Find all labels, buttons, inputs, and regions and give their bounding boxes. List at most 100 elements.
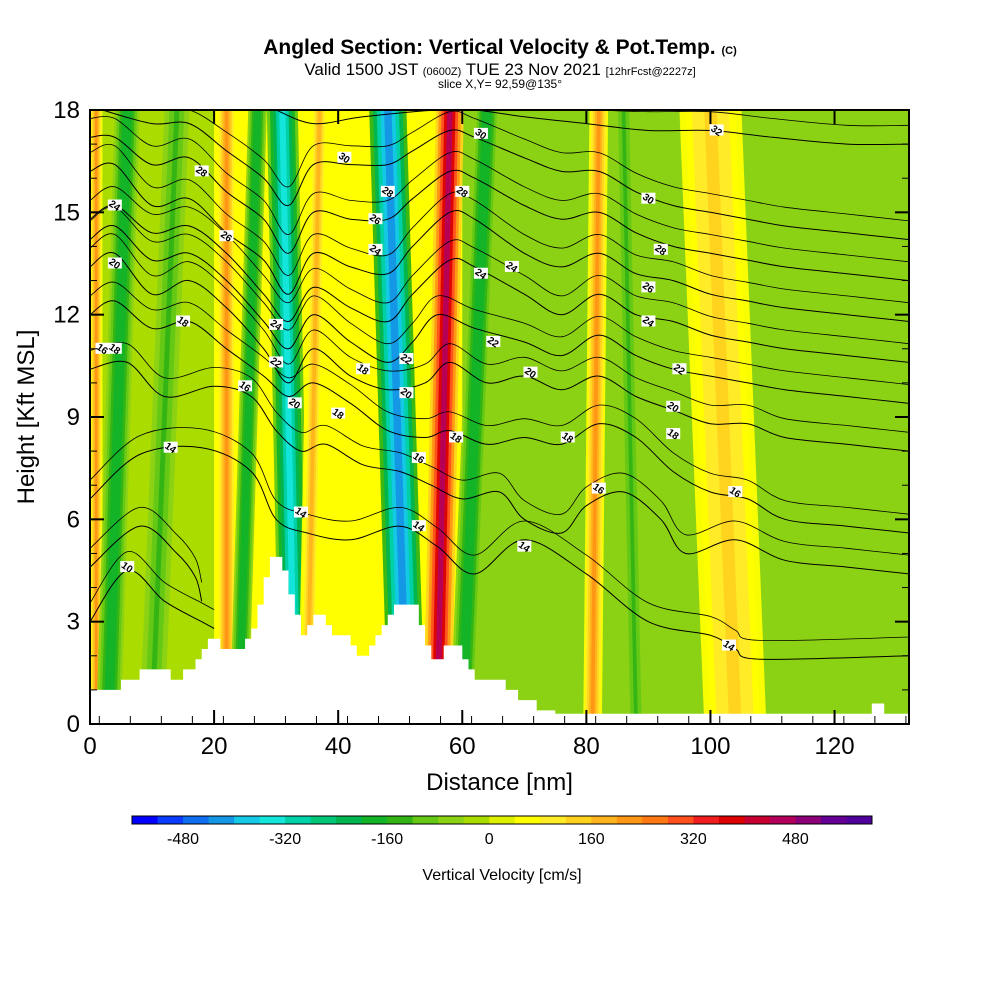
velocity-band-1-level-1 [106,110,130,724]
velocity-band-7-level-1 [384,110,411,724]
contour-labels: 1014161820222426283032161818141416182022… [94,124,743,655]
y-tick-label: 0 [67,711,80,738]
colorbar-tick-label: 320 [680,831,707,848]
theta-contour-30 [102,110,909,241]
colorbar-swatch [361,816,388,824]
theta-contour-20-intermediate [90,233,909,433]
colorbar-label: Vertical Velocity [cm/s] [422,867,581,884]
theta-contour-32-intermediate [276,110,909,127]
contour-label-20-extra: 20 [522,366,538,382]
contour-label-16: 16 [94,342,110,358]
velocity-band-11-level-1 [704,110,742,724]
contour-label-bg [269,356,284,368]
contour-label-28: 28 [193,165,209,181]
contour-label-20-extra: 20 [665,400,681,416]
colorbar-swatch [208,816,235,824]
contour-label-22-extra: 22 [398,352,414,368]
contour-label-26-extra: 26 [367,212,383,228]
contour-label-bg [641,315,656,327]
contour-label-bg [709,124,724,136]
contour-label-bg [473,267,488,279]
contour-label-20-extra: 20 [398,386,414,402]
colorbar-swatch [412,816,439,824]
contour-label-bg [591,482,606,494]
velocity-field [90,110,909,724]
chart-title-unit: (C) [721,45,737,57]
contour-label-bg [641,192,656,204]
y-tick-label: 12 [53,302,80,329]
velocity-band-12-level-1 [621,110,638,724]
contour-label-bg [107,257,122,269]
contour-label-18-extra: 18 [559,431,575,447]
x-tick-label: 100 [690,733,730,760]
velocity-band-8-level-1 [434,110,453,724]
valid-time: Valid 1500 JST [304,60,419,79]
contour-label-14-extra: 14 [516,540,532,556]
colorbar-swatch [336,816,363,824]
colorbar: -480 -320 -160 0 160 320 480 Vertical Velocity … [131,815,873,884]
theta-contour-22-intermediate [90,206,909,385]
valid-date: TUE 23 Nov 2021 [465,60,601,79]
colorbar-tick-label: -320 [269,831,301,848]
velocity-band-4-level-1 [237,110,260,724]
theta-contour-28-intermediate [90,116,909,263]
velocity-band-3-level-1 [224,110,229,724]
contour-label-18-extra: 18 [355,362,371,378]
contour-label-bg [368,243,383,255]
colorbar-frame [131,815,873,825]
contour-label-bg [176,315,191,327]
contour-label-bg [666,428,681,440]
contour-label-14-extra: 14 [721,639,737,655]
contour-label-bg [399,353,414,365]
contour-label-bg [331,407,346,419]
contour-label-bg [486,335,501,347]
contour-label-bg [666,400,681,412]
chart-title: Angled Section: Vertical Velocity & Pot.… [0,36,1000,60]
forecast-info: [12hrFcst@2227z] [605,66,696,78]
velocity-band-2-level-1 [149,110,180,724]
contour-label-22-extra: 22 [671,362,687,378]
contour-label-18: 18 [175,315,191,331]
chart-title-main: Angled Section: Vertical Velocity & Pot.… [263,36,716,59]
contour-label-bg [287,397,302,409]
theta-contour-24-intermediate [90,186,909,345]
contour-label-30: 30 [336,151,352,167]
colorbar-swatch [744,816,771,824]
y-tick-label: 15 [53,199,80,226]
contour-label-bg [95,342,110,354]
contour-label-30-extra: 30 [473,127,489,143]
colorbar-tick-label: 480 [782,831,809,848]
contour-label-24-extra: 24 [504,260,520,276]
theta-contour-24 [90,204,909,363]
colorbar-swatch [846,816,873,824]
colorbar-swatch [820,816,847,824]
contour-label-16-extra: 16 [590,482,606,498]
colorbar-swatch [259,816,286,824]
velocity-band-6-level-1 [305,110,322,724]
y-tick-label: 18 [53,97,80,124]
contour-label-bg [120,561,135,573]
colorbar-swatch [157,816,184,824]
contour-label-bg [653,243,668,255]
colorbar-swatch [591,816,618,824]
x-tick-label: 0 [83,733,96,760]
contour-label-24-extra: 24 [268,318,284,334]
theta-contour-32 [275,110,909,146]
colorbar-tick-label: -480 [167,831,199,848]
contour-label-bg [728,486,743,498]
contour-label-24-extra: 24 [640,315,656,331]
contour-label-bg [517,540,532,552]
contour-label-20-extra: 20 [286,396,302,412]
colorbar-swatch [667,816,694,824]
colorbar-swatch [565,816,592,824]
colorbar-swatch [718,816,745,824]
contour-label-bg [722,639,737,651]
colorbar-swatch [183,816,210,824]
contour-label-bg [293,506,308,518]
contour-label-32: 32 [708,124,724,140]
colorbar-tick-label: -160 [371,831,403,848]
theta-contour-22 [90,225,909,404]
contour-label-28-extra: 28 [653,243,669,259]
theta-contour-14-intermediate [90,427,909,642]
colorbar-swatch [285,816,312,824]
